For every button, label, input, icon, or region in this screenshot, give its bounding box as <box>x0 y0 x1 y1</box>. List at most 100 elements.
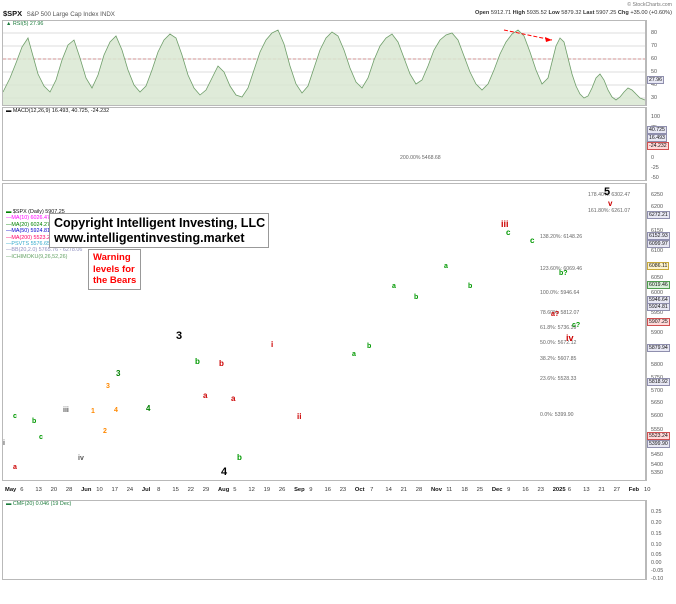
wave-label: iv <box>78 455 84 462</box>
x-axis-month-label: Jun <box>81 487 92 493</box>
fib-label-161: 161.80%: 6261.07 <box>588 208 631 214</box>
warning-line-3: the Bears <box>93 275 137 286</box>
x-axis-day-label: 18 <box>461 487 468 493</box>
x-axis-day-label: 8 <box>157 487 161 493</box>
price-legend-title: $SPX (Daily) 5907.25 <box>12 209 65 215</box>
rsi-legend-label: RSI(5) 27.96 <box>12 21 44 27</box>
x-axis-day-label: 25 <box>476 487 484 493</box>
x-axis-day-label: 20 <box>50 487 58 493</box>
symbol-label: $SPX <box>3 9 23 18</box>
x-axis-day-label: 7 <box>370 487 374 493</box>
legend-ma200: MA(200) 5523.24 <box>11 234 54 241</box>
macd-line-tag: 16.493 <box>647 134 667 142</box>
wave-label: a <box>392 283 396 290</box>
legend-ichimoku: ICHIMOKU(9,26,52,26) <box>11 253 68 260</box>
x-axis-day-label: 6 <box>20 487 24 493</box>
price-tag-5879: 5879.94 <box>647 344 670 352</box>
wave-label: v <box>608 199 613 208</box>
x-axis-day-label: 27 <box>613 487 621 493</box>
wave-label: 2 <box>103 428 107 435</box>
chg-value: +35.00 (+0.60%) <box>630 10 672 16</box>
wave-label: 3 <box>116 369 121 378</box>
x-axis-day-label: 16 <box>522 487 529 493</box>
x-axis-month-label: Jul <box>141 487 151 493</box>
fib-label-0: 0.0%: 5399.90 <box>540 412 574 418</box>
x-axis-day-label: 5 <box>233 487 237 493</box>
legend-ma10: MA(10) 6026.47 <box>11 215 51 222</box>
low-label: Low <box>548 10 560 16</box>
macd-fib-annotation: 200.00% 5468.68 <box>400 155 441 161</box>
fib-label-382: 38.2%: 5607.85 <box>540 356 577 362</box>
high-value: 5935.52 <box>526 10 547 16</box>
price-tag-6272: 6272.21 <box>647 211 670 219</box>
cmf-legend: ▬ CMF(20) 0.046 (19 Dec) <box>6 501 72 507</box>
wave-label: b <box>219 359 224 368</box>
wave-label: iii <box>501 219 509 229</box>
wave-label: c <box>530 236 535 245</box>
wave-label: i <box>3 440 5 447</box>
fib-label-786: 78.60%: 5812.07 <box>540 310 580 316</box>
legend-bbands: BB(20,2.0) 5765.76 - 6278.06 <box>11 247 83 254</box>
low-value: 5879.32 <box>561 10 582 16</box>
wave-label: 4 <box>146 404 151 413</box>
x-axis-day-label: 29 <box>202 487 210 493</box>
x-axis-day-label: 9 <box>507 487 511 493</box>
wave-label: 3 <box>176 330 183 342</box>
x-axis-day-label: 9 <box>309 487 313 493</box>
rsi-pane <box>2 20 646 106</box>
x-axis-month-label: Dec <box>491 487 503 493</box>
x-axis-day-label: 13 <box>35 487 42 493</box>
macd-hist-tag: -24.232 <box>647 142 669 150</box>
wave-label: b <box>32 418 37 425</box>
x-axis-month-label: Sep <box>294 487 305 493</box>
x-axis-day-label: 24 <box>126 487 134 493</box>
warning-line-2: levels for <box>93 263 135 275</box>
x-axis-day-label: 17 <box>111 487 118 493</box>
legend-ma50: MA(50) 5924.81 <box>11 228 51 235</box>
x-axis-month-label: Aug <box>218 487 230 493</box>
x-axis-day-label: 6 <box>567 487 572 493</box>
macd-pane <box>2 107 646 181</box>
price-tag-5399: 5399.90 <box>647 440 670 448</box>
wave-label: b <box>468 283 473 290</box>
chg-label: Chg <box>617 10 629 16</box>
macd-legend-label: MACD(12,26,9) 16.493, 40.725, -24.232 <box>12 108 110 114</box>
wave-label: b? <box>559 270 568 277</box>
fib-label-123: 123.60%: 6069.46 <box>540 266 583 272</box>
wave-label: iv <box>566 333 574 343</box>
cmf-axis <box>646 500 674 580</box>
wave-label: b <box>195 357 200 366</box>
wave-label: b <box>237 453 242 462</box>
x-axis-day-label: 10 <box>644 487 651 493</box>
wave-label: c <box>39 434 43 441</box>
price-tag-6019: 6019.46 <box>647 281 670 289</box>
price-tag-5523: 5523.24 <box>647 432 670 440</box>
x-axis-month-label: 2025 <box>552 487 566 493</box>
x-axis: May 6 13 20 28 Jun 10 17 24 Jul 8 15 22 29 Aug 5 12 19 26 S… <box>0 486 650 498</box>
wave-label: c <box>13 413 17 420</box>
legend-ma20: MA(20) 6024.27 <box>11 221 51 228</box>
x-axis-day-label: 19 <box>263 487 271 493</box>
wave-label: 4 <box>114 407 118 414</box>
cmf-pane <box>2 500 646 580</box>
price-legend: ▬ $SPX (Daily) 5907.25 —MA(10) 6026.47 —… <box>6 209 83 260</box>
macd-legend: ▬ MACD(12,26,9) 16.493, 40.725, -24.232 <box>6 108 110 114</box>
x-axis-month-label: Feb <box>628 487 640 493</box>
x-axis-month-label: Nov <box>431 487 442 493</box>
copyright-overlay: Copyright Intelligent Investing, LLC www… <box>49 213 270 248</box>
x-axis-day-label: 21 <box>598 487 605 493</box>
warning-overlay: Warning levels for the Bears <box>88 249 142 290</box>
price-tag-5818: 5818.92 <box>647 378 670 386</box>
wave-label: a <box>352 351 356 358</box>
x-axis-day-label: 28 <box>415 487 423 493</box>
x-axis-day-label: 21 <box>400 487 408 493</box>
wave-label: i <box>271 340 274 349</box>
wave-label: a? <box>551 311 560 318</box>
x-axis-month-label: Oct <box>354 487 365 493</box>
last-label: Last <box>583 10 595 16</box>
x-axis-day-label: 23 <box>339 487 347 493</box>
x-axis-day-label: 15 <box>172 487 179 493</box>
open-value: 5912.71 <box>490 10 512 16</box>
rsi-legend: ▲ RSI(5) 27.96 <box>6 21 44 27</box>
warning-line-1: Warning <box>93 252 131 263</box>
